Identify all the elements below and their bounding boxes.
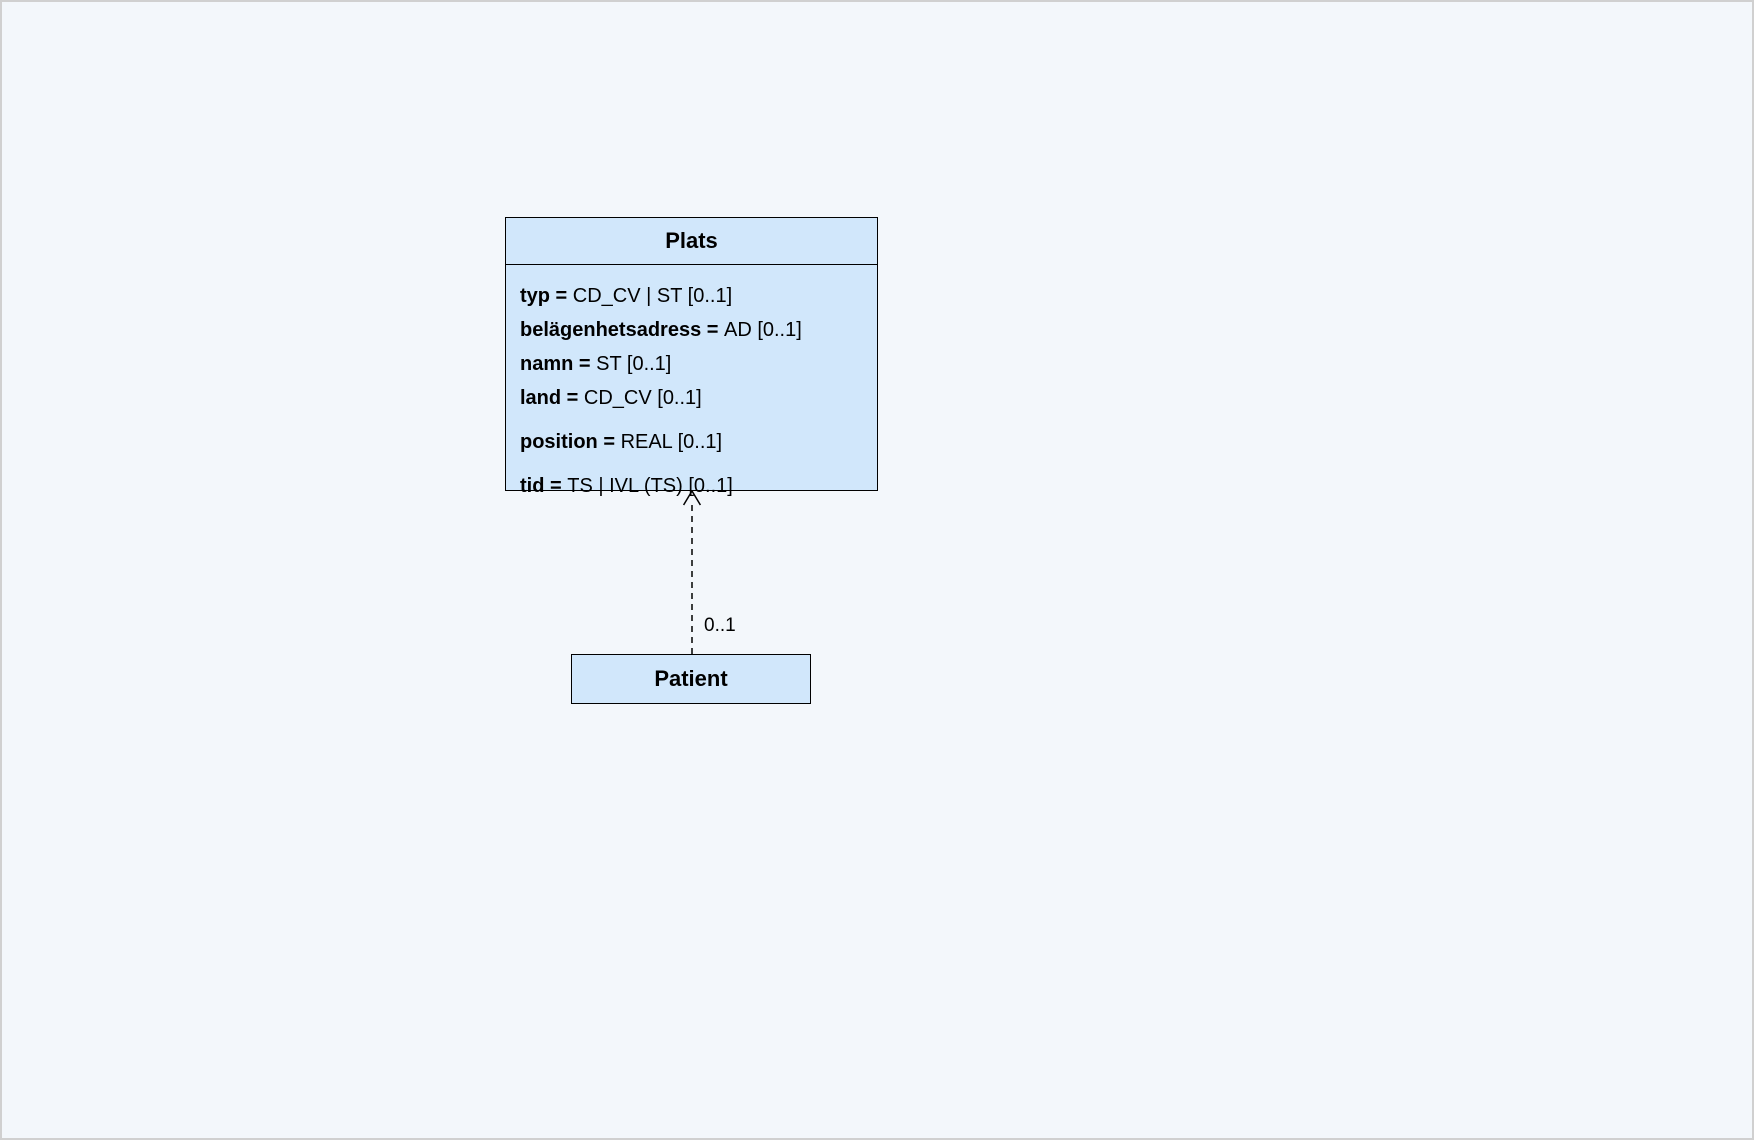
attr-value: CD_CV [0..1] <box>584 387 702 409</box>
attr-value: AD [0..1] <box>724 319 802 341</box>
attr-name: tid = <box>520 475 567 497</box>
attr-name: position = <box>520 431 621 453</box>
dependency-connector <box>2 2 1754 1142</box>
attribute-namn: namn = ST [0..1] <box>520 351 863 377</box>
class-box-patient: Patient <box>571 654 811 704</box>
attr-name: land = <box>520 387 584 409</box>
attr-name: typ = <box>520 285 573 307</box>
class-box-plats: Plats typ = CD_CV | ST [0..1] belägenhet… <box>505 217 878 491</box>
attr-name: namn = <box>520 353 596 375</box>
diagram-canvas: Plats typ = CD_CV | ST [0..1] belägenhet… <box>0 0 1754 1140</box>
class-title-patient: Patient <box>654 666 727 692</box>
attr-value: TS | IVL (TS) [0..1] <box>567 475 733 497</box>
attr-value: ST [0..1] <box>596 353 671 375</box>
attribute-belagenhetsadress: belägenhetsadress = AD [0..1] <box>520 317 863 343</box>
class-attributes-plats: typ = CD_CV | ST [0..1] belägenhetsadres… <box>506 265 877 517</box>
attr-value: CD_CV | ST [0..1] <box>573 285 732 307</box>
class-title-plats: Plats <box>506 218 877 265</box>
attribute-typ: typ = CD_CV | ST [0..1] <box>520 283 863 309</box>
attribute-tid: tid = TS | IVL (TS) [0..1] <box>520 473 863 499</box>
attribute-position: position = REAL [0..1] <box>520 429 863 455</box>
attr-value: REAL [0..1] <box>621 431 723 453</box>
multiplicity-label: 0..1 <box>704 615 736 637</box>
attribute-land: land = CD_CV [0..1] <box>520 385 863 411</box>
attr-name: belägenhetsadress = <box>520 319 724 341</box>
